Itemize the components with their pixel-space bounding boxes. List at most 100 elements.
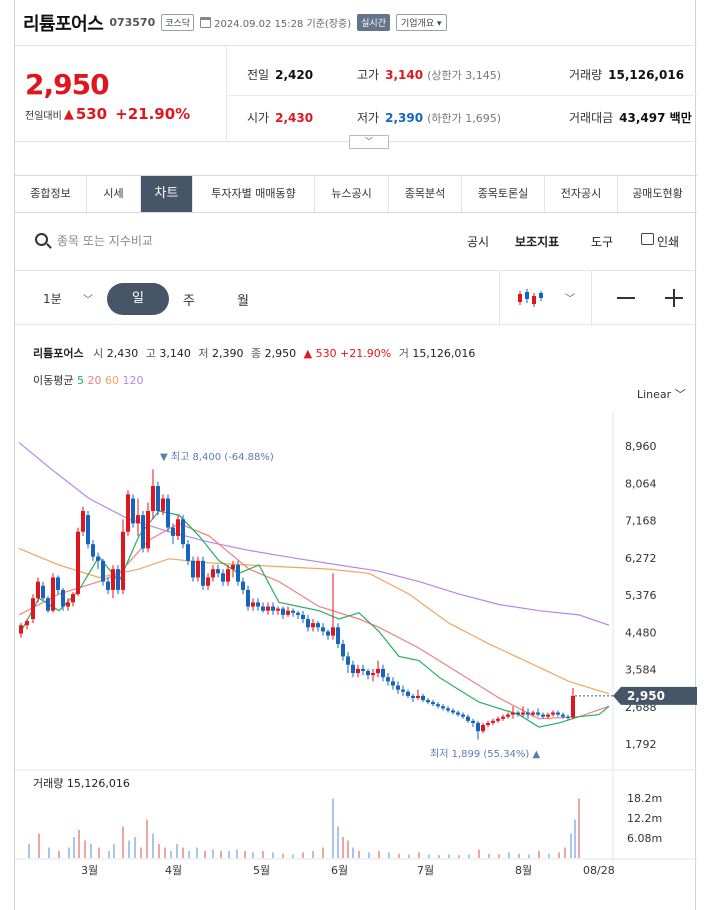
current-price-box: 2,950 전일대비 ▲ 530 +21.90%: [15, 46, 227, 139]
volume-bar: [196, 847, 198, 858]
volume-bar: [262, 851, 264, 858]
chevron-down-icon[interactable]: ﹀: [83, 295, 93, 306]
volume-bar: [68, 847, 70, 858]
quote-panel: 2,950 전일대비 ▲ 530 +21.90% 전일 2,420 고가 3,140…: [15, 46, 697, 142]
candle-body: [19, 625, 23, 634]
open-label: 시가: [247, 111, 270, 125]
indicator-button[interactable]: 보조지표: [515, 235, 560, 249]
tab-short-selling[interactable]: 공매도현황: [632, 187, 683, 200]
zoom-out-icon[interactable]: [617, 297, 635, 299]
x-tick-label: 7월: [417, 864, 434, 877]
period-week-button[interactable]: 주: [183, 294, 195, 309]
candle-body: [46, 598, 50, 611]
candle-body: [501, 716, 505, 719]
candle-body: [456, 712, 460, 715]
tab-price[interactable]: 시세: [87, 176, 141, 212]
volume-bar: [398, 853, 400, 858]
volume-bar: [84, 840, 86, 858]
y-tick-label: 5,376: [625, 589, 657, 602]
volume-bar: [244, 851, 246, 858]
tab-disclosure[interactable]: 전자공시: [545, 176, 618, 212]
volume-bar: [158, 844, 160, 858]
tools-button[interactable]: 도구: [591, 235, 614, 249]
legend-volume: 15,126,016: [412, 347, 476, 360]
candle-body: [386, 677, 390, 682]
candle-body: [361, 668, 365, 671]
price-chart-area[interactable]: 8,960 8,064 7,168 6,272 5,376 4,480 3,584 2,688…: [15, 412, 697, 910]
volume-bar: [570, 833, 572, 858]
tab-news[interactable]: 뉴스공시: [315, 176, 389, 212]
tab-summary[interactable]: 종합정보: [15, 176, 87, 212]
candlestick-icon[interactable]: [517, 287, 543, 309]
volume-bar: [428, 854, 430, 858]
company-info-dropdown[interactable]: 기업개요 ▾: [395, 14, 447, 31]
change-label: 전일대비: [25, 110, 62, 122]
volume-bar: [212, 849, 214, 858]
price-chart[interactable]: 8,9608,0647,1686,2725,3764,4803,5842,688…: [15, 412, 697, 910]
tab-investor-trading[interactable]: 투자자별 매매동향: [193, 176, 315, 212]
volume-bar: [358, 851, 360, 858]
volume-bar: [128, 840, 130, 858]
moving-average-legend: 이동평균 5 20 60 120: [33, 372, 143, 388]
tab-analysis[interactable]: 종목분석: [389, 176, 462, 212]
period-month-button[interactable]: 월: [237, 294, 249, 309]
candle-body: [266, 606, 270, 611]
print-icon[interactable]: [641, 233, 654, 245]
scale-mode-select[interactable]: Linear ﹀: [637, 386, 686, 402]
candle-body: [231, 564, 235, 570]
candle-body: [156, 486, 160, 511]
high-value: 3,140: [385, 67, 424, 82]
tab-discussion[interactable]: 종목토론실: [462, 176, 545, 212]
volume-bar: [538, 851, 540, 858]
candle-body: [56, 577, 60, 590]
candle-body: [396, 685, 400, 690]
volume-bar: [468, 854, 470, 858]
volume-bar: [388, 852, 390, 858]
candle-body: [176, 519, 180, 536]
stock-code: 073570: [109, 16, 156, 29]
candle-body: [366, 670, 370, 676]
candle-body: [151, 486, 155, 511]
candle-body: [486, 722, 490, 725]
compare-search-input[interactable]: [57, 229, 317, 253]
tab-chart[interactable]: 차트: [141, 176, 193, 212]
volume-bar: [322, 847, 324, 858]
legend-close-label: 종: [250, 347, 262, 360]
legend-close: 2,950: [264, 347, 297, 360]
zoom-in-icon[interactable]: [665, 289, 683, 307]
interval-select[interactable]: 1분: [43, 292, 62, 306]
expand-quote-button[interactable]: ﹀: [349, 135, 389, 149]
candle-body: [306, 619, 310, 628]
candle-body: [311, 623, 315, 628]
candle-body: [536, 712, 540, 715]
volume-bar: [564, 847, 566, 858]
volume-bar: [558, 852, 560, 858]
candle-body: [51, 577, 55, 611]
candle-body: [566, 716, 570, 718]
volume-bar: [236, 849, 238, 858]
print-button[interactable]: 인쇄: [657, 235, 680, 249]
chevron-down-icon: ﹀: [365, 137, 373, 146]
period-day-button[interactable]: 일: [107, 283, 169, 315]
candle-body: [471, 720, 475, 723]
realtime-badge[interactable]: 실시간: [357, 14, 390, 31]
candle-body: [291, 610, 295, 613]
stock-title-row: 리튬포어스 073570 코스닥 2024.09.02 15:28 기준(장중)…: [15, 0, 697, 46]
volume-bar: [347, 840, 349, 858]
low-marker: 최저 1,899 (55.34%) ▲: [430, 748, 540, 760]
x-tick-label: 4월: [165, 864, 182, 877]
y-tick-label: 6,272: [625, 552, 657, 565]
candle-body: [226, 569, 230, 582]
volume-bar: [146, 819, 148, 858]
candle-body: [61, 589, 65, 607]
period-bar: 1분 ﹀ 일 주 월 ﹀: [15, 270, 697, 326]
candle-body: [556, 712, 560, 715]
chevron-down-icon[interactable]: ﹀: [565, 294, 575, 305]
legend-change: ▲ 530 +21.90%: [303, 347, 392, 360]
candle-body: [191, 560, 195, 578]
candle-body: [196, 560, 200, 578]
divider: [499, 271, 500, 326]
disclosure-toggle[interactable]: 공시: [467, 235, 490, 249]
x-tick-label: 08/28: [583, 864, 615, 877]
search-icon[interactable]: [35, 233, 48, 246]
